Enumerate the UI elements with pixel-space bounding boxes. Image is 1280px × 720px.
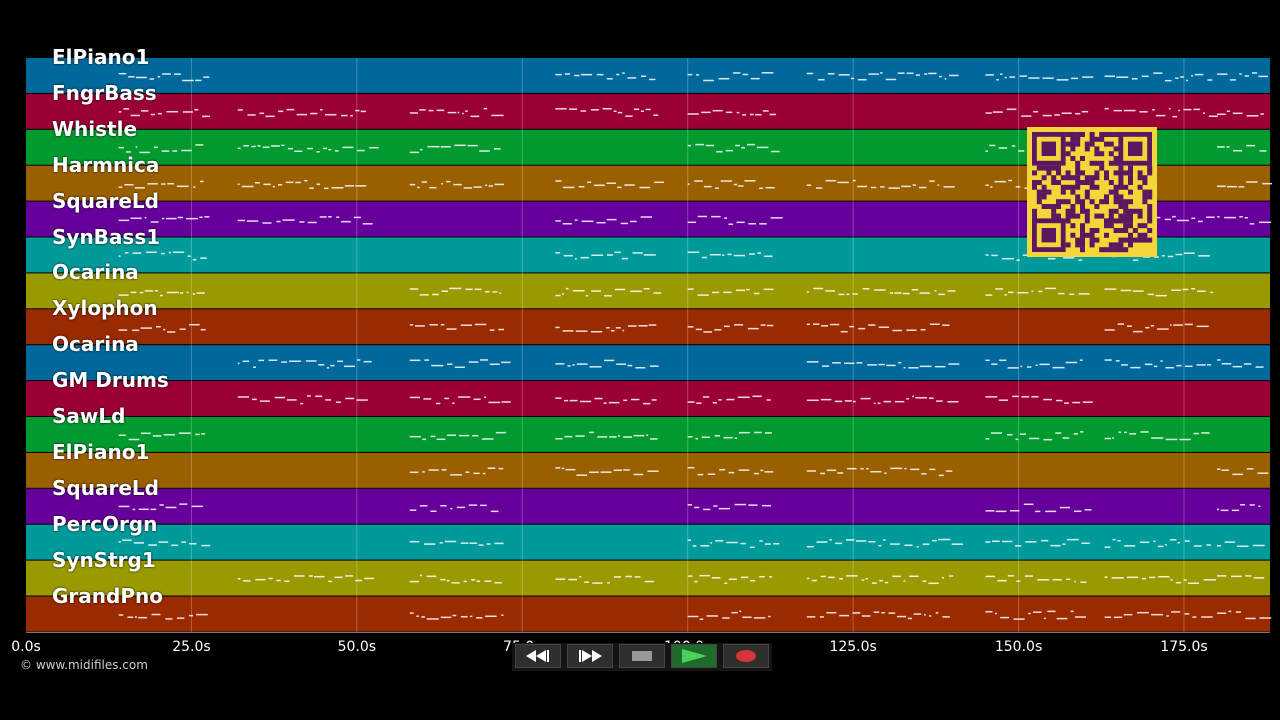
track-label: GrandPno xyxy=(52,583,163,608)
time-tick-label: 50.0s xyxy=(337,639,377,655)
track-lane xyxy=(26,524,1270,560)
track-label: SawLd xyxy=(52,404,126,428)
track-label: GM Drums xyxy=(52,368,169,393)
note-cluster xyxy=(118,72,1268,82)
rewind-button[interactable] xyxy=(515,644,561,668)
fast-forward-button[interactable] xyxy=(567,644,613,668)
copyright-notice: © www.midifiles.com xyxy=(20,658,148,672)
play-icon xyxy=(682,649,707,663)
track-lane xyxy=(26,345,1270,381)
note-cluster xyxy=(409,466,1269,477)
time-tick-label: 25.0s xyxy=(172,639,211,655)
track-label: Ocarina xyxy=(52,332,139,357)
track-label: SquareLd xyxy=(52,475,159,500)
note-cluster xyxy=(118,179,1272,190)
note-cluster xyxy=(118,503,1261,513)
track-label: Xylophon xyxy=(52,296,158,321)
track-label: Ocarina xyxy=(52,260,139,285)
rewind-icon xyxy=(526,650,549,662)
note-cluster xyxy=(118,431,1210,441)
track-label: ElPiano1 xyxy=(52,439,150,464)
track-lane xyxy=(26,417,1270,452)
stop-icon xyxy=(632,651,652,661)
note-cluster xyxy=(118,610,1272,620)
time-tick-label: 125.0s xyxy=(829,639,877,655)
note-cluster xyxy=(118,323,1209,333)
time-tick-label: 150.0s xyxy=(994,639,1043,655)
note-cluster xyxy=(118,538,1265,549)
note-cluster xyxy=(118,107,1264,118)
track-label: SynStrg1 xyxy=(52,547,156,572)
note-cluster xyxy=(118,251,1210,261)
record-icon xyxy=(736,650,756,662)
track-lane xyxy=(26,560,1270,596)
note-cluster xyxy=(237,574,1265,585)
note-cluster xyxy=(118,287,1214,297)
fast-forward-icon xyxy=(579,650,602,662)
track-lane xyxy=(26,93,1270,129)
play-button[interactable] xyxy=(671,644,717,668)
track-lane xyxy=(26,488,1270,524)
track-label: SynBass1 xyxy=(52,224,161,249)
track-label: FngrBass xyxy=(52,80,157,105)
note-cluster xyxy=(237,359,1264,369)
track-lane xyxy=(26,381,1270,416)
track-label: ElPiano1 xyxy=(52,45,150,69)
track-lane xyxy=(26,273,1270,309)
record-button[interactable] xyxy=(723,644,769,668)
track-lane xyxy=(26,58,1270,93)
stop-button[interactable] xyxy=(619,644,665,668)
track-lane xyxy=(26,309,1270,345)
transport-controls xyxy=(512,643,772,671)
qr-code xyxy=(1027,127,1157,257)
track-lane xyxy=(26,596,1270,632)
track-label: SquareLd xyxy=(52,188,159,213)
track-label: PercOrgn xyxy=(52,511,158,536)
track-label: Harmnica xyxy=(52,152,160,177)
time-tick-label: 0.0s xyxy=(11,639,41,655)
time-tick-label: 175.0s xyxy=(1160,639,1208,655)
track-lane xyxy=(26,452,1270,488)
note-cluster xyxy=(237,395,1093,405)
track-label: Whistle xyxy=(52,116,138,141)
